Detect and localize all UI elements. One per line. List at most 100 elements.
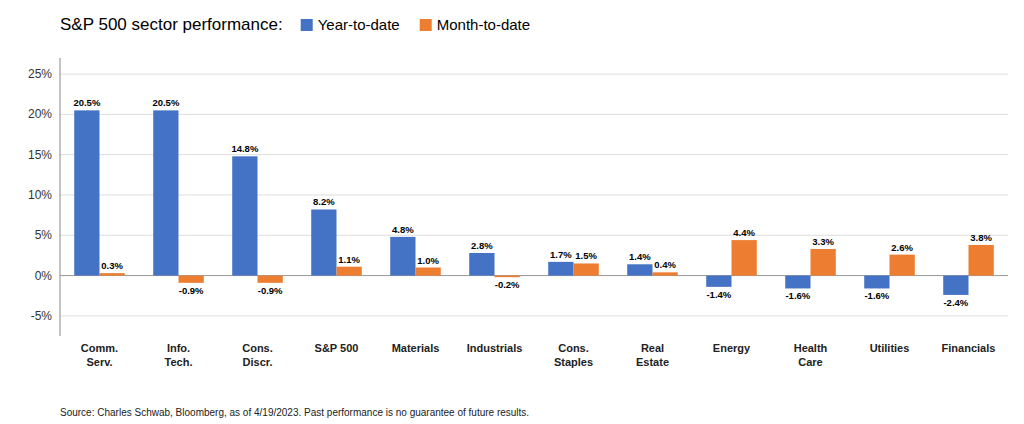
bar — [469, 253, 494, 276]
annotation: Source: Charles Schwab, Bloomberg, as of… — [60, 407, 529, 418]
bar — [232, 156, 257, 275]
x-tick-line: Utilities — [870, 342, 910, 354]
data-label: -2.4% — [943, 297, 968, 308]
bar — [258, 276, 283, 283]
bar — [311, 209, 336, 275]
x-tick-line: Cons. — [242, 342, 273, 354]
bar — [100, 273, 125, 275]
x-tick-line: Materials — [392, 342, 440, 354]
x-tick-line: Industrials — [467, 342, 523, 354]
bars — [74, 110, 994, 295]
data-label: 20.5% — [152, 97, 179, 108]
data-label: 1.0% — [417, 255, 439, 266]
bar — [943, 276, 968, 295]
x-tick-label: Real Estate — [636, 342, 669, 368]
x-tick-line: S&P 500 — [315, 342, 359, 354]
bar — [337, 267, 362, 276]
bar — [653, 272, 678, 275]
x-tick-label: S&P 500 — [315, 342, 359, 354]
x-tick-line: Staples — [554, 356, 593, 368]
bar — [179, 276, 204, 283]
x-tick-label: Industrials — [467, 342, 523, 354]
data-label: 0.4% — [654, 259, 676, 270]
data-label: -1.4% — [706, 289, 731, 300]
legend-label: Year-to-date — [318, 16, 400, 33]
data-label: 4.4% — [733, 227, 755, 238]
bar — [706, 276, 731, 287]
data-label: 3.3% — [812, 236, 834, 247]
y-tick-label: 10% — [28, 188, 52, 202]
x-tick-line: Energy — [713, 342, 751, 354]
x-tick-label: Health Care — [794, 342, 828, 368]
x-tick-line: Estate — [636, 356, 669, 368]
x-tick-label: Financials — [942, 342, 996, 354]
x-tick-label: Materials — [392, 342, 440, 354]
data-label: 3.8% — [970, 232, 992, 243]
y-axis-line — [60, 58, 61, 336]
legend-swatch — [301, 19, 313, 31]
data-label: 1.5% — [575, 250, 597, 261]
data-label: 0.3% — [101, 260, 123, 271]
grid-line — [60, 235, 1008, 236]
x-tick-line: Cons. — [558, 342, 589, 354]
grid-line — [60, 74, 1008, 75]
bar — [864, 276, 889, 289]
bar — [811, 249, 836, 276]
chart: -5% 0% 5% 10% 15% 20% 25% 20.5% 20.5% 14.8% 8.2% 4.… — [0, 0, 1024, 424]
x-tick-line: Comm. — [81, 342, 118, 354]
x-tick-line: Financials — [942, 342, 996, 354]
x-tick-label: Energy — [713, 342, 751, 354]
legend-label: Month-to-date — [437, 16, 530, 33]
x-tick-line: Serv. — [86, 356, 112, 368]
bar — [890, 255, 915, 276]
bar — [732, 240, 757, 275]
data-label: -0.2% — [495, 279, 520, 290]
data-label: 1.7% — [550, 249, 572, 260]
bar — [153, 110, 178, 275]
bar — [969, 245, 994, 276]
y-tick-label: -5% — [31, 309, 53, 323]
x-tick-line: Discr. — [243, 356, 273, 368]
grid-line — [60, 154, 1008, 155]
bar — [390, 237, 415, 276]
x-tick-line: Info. — [167, 342, 190, 354]
bar — [574, 263, 599, 275]
data-label: 2.6% — [891, 242, 913, 253]
bar — [416, 268, 441, 276]
title: S&P 500 sector performance: — [60, 15, 283, 34]
grid-line — [60, 315, 1008, 316]
data-label: -1.6% — [864, 290, 889, 301]
data-label: 1.4% — [629, 251, 651, 262]
x-tick-line: Care — [798, 356, 822, 368]
data-label: 8.2% — [313, 196, 335, 207]
bar — [548, 262, 573, 276]
data-label: -0.9% — [258, 285, 283, 296]
x-tick-line: Real — [641, 342, 664, 354]
data-label: 1.1% — [338, 254, 360, 265]
bar — [495, 276, 520, 278]
x-tick-label: Utilities — [870, 342, 910, 354]
x-tick-label: Cons. Discr. — [242, 342, 273, 368]
data-label: -0.9% — [179, 285, 204, 296]
legend-swatch — [420, 19, 432, 31]
bar — [785, 276, 810, 289]
grid-line — [60, 194, 1008, 195]
bar — [627, 264, 652, 275]
data-label: 4.8% — [392, 224, 414, 235]
data-label: 20.5% — [73, 97, 100, 108]
x-tick-label: Cons. Staples — [554, 342, 593, 368]
bar — [74, 110, 99, 275]
y-tick-label: 0% — [35, 269, 53, 283]
y-tick-label: 15% — [28, 148, 52, 162]
x-tick-label: Info. Tech. — [165, 342, 193, 368]
data-label: -1.6% — [785, 290, 810, 301]
x-tick-line: Health — [794, 342, 828, 354]
y-tick-label: 20% — [28, 107, 52, 121]
data-label: 2.8% — [471, 240, 493, 251]
y-tick-label: 25% — [28, 67, 52, 81]
grid-line — [60, 114, 1008, 115]
x-tick-label: Comm. Serv. — [81, 342, 118, 368]
data-label: 14.8% — [231, 143, 258, 154]
y-tick-label: 5% — [35, 228, 53, 242]
x-tick-line: Tech. — [165, 356, 193, 368]
